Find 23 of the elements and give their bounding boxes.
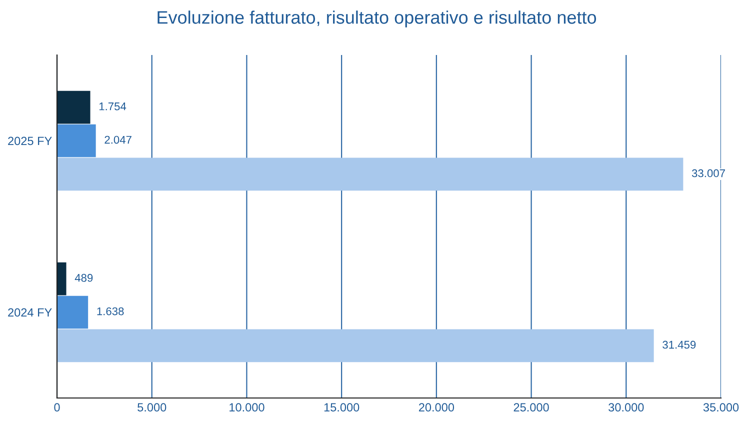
data-label: 31.459 <box>662 340 696 349</box>
x-tick-label: 15.000 <box>324 403 360 412</box>
bar <box>57 158 684 191</box>
x-tick-label: 5.000 <box>138 403 166 412</box>
x-tick-label: 25.000 <box>514 403 549 412</box>
x-tick-label: 30.000 <box>608 403 644 412</box>
data-label: 1.754 <box>99 102 126 110</box>
y-tick-label: 2024 FY <box>8 308 52 317</box>
bar <box>57 329 654 362</box>
data-label: 2.047 <box>104 136 132 144</box>
chart-title: Evoluzione fatturato, risultato operativo e risultato netto <box>158 10 596 28</box>
x-tick-label: 0 <box>54 403 60 412</box>
bar <box>57 296 88 329</box>
x-tick-label: 10.000 <box>230 403 264 412</box>
data-label: 489 <box>74 274 93 282</box>
bar <box>57 124 96 158</box>
bar <box>57 262 66 296</box>
bar <box>57 90 90 124</box>
x-tick-label: 35.000 <box>703 403 739 412</box>
y-tick-label: 2025 FY <box>8 136 52 146</box>
data-label: 1.638 <box>97 307 124 316</box>
x-tick-label: 20.000 <box>418 403 454 412</box>
data-label: 33.007 <box>692 169 725 178</box>
